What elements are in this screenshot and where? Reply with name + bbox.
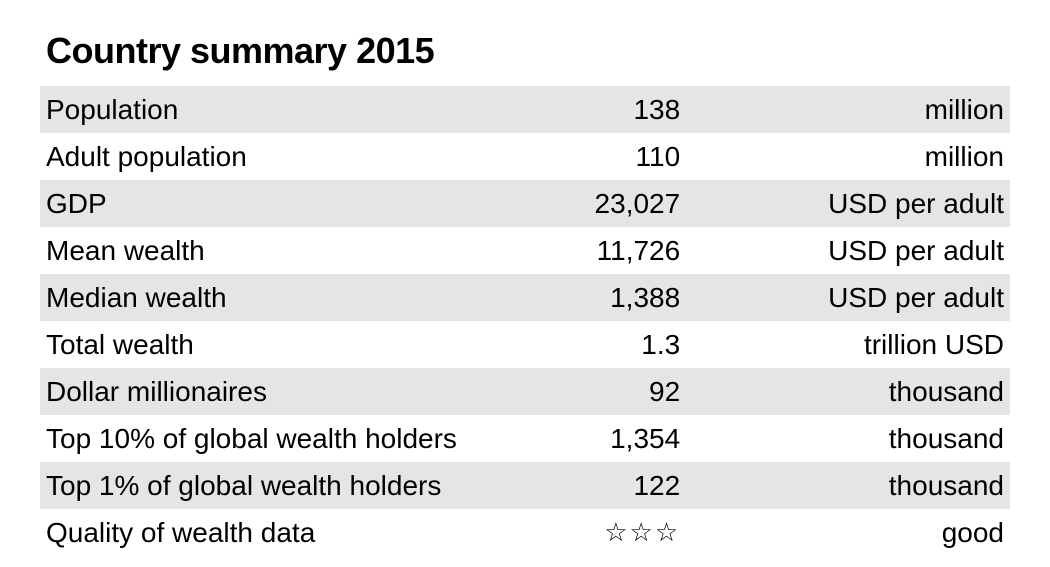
table-row: Quality of wealth data ☆☆☆ good	[40, 509, 1010, 556]
row-value: 1,388	[544, 282, 680, 314]
row-unit: million	[680, 141, 1010, 173]
country-summary-table: Country summary 2015 Population 138 mill…	[40, 30, 1010, 556]
table-row: Median wealth 1,388 USD per adult	[40, 274, 1010, 321]
row-label: Top 1% of global wealth holders	[40, 470, 544, 502]
row-unit: thousand	[680, 376, 1010, 408]
row-value: 92	[544, 376, 680, 408]
table-row: Top 1% of global wealth holders 122 thou…	[40, 462, 1010, 509]
row-label: Population	[40, 94, 544, 126]
row-value: 138	[544, 94, 680, 126]
row-value: 1.3	[544, 329, 680, 361]
row-value: 23,027	[544, 188, 680, 220]
row-label: Top 10% of global wealth holders	[40, 423, 544, 455]
row-label: Total wealth	[40, 329, 544, 361]
table-row: Dollar millionaires 92 thousand	[40, 368, 1010, 415]
table-row: GDP 23,027 USD per adult	[40, 180, 1010, 227]
row-label: Adult population	[40, 141, 544, 173]
row-label: Median wealth	[40, 282, 544, 314]
row-value: 110	[544, 141, 680, 173]
row-label: Quality of wealth data	[40, 517, 544, 549]
row-label: Mean wealth	[40, 235, 544, 267]
table-title: Country summary 2015	[40, 30, 1010, 86]
row-unit: USD per adult	[680, 235, 1010, 267]
table-row: Adult population 110 million	[40, 133, 1010, 180]
row-unit: thousand	[680, 423, 1010, 455]
row-unit: USD per adult	[680, 282, 1010, 314]
table-row: Population 138 million	[40, 86, 1010, 133]
row-unit: USD per adult	[680, 188, 1010, 220]
row-unit: trillion USD	[680, 329, 1010, 361]
row-unit: thousand	[680, 470, 1010, 502]
row-value: 1,354	[544, 423, 680, 455]
table-row: Top 10% of global wealth holders 1,354 t…	[40, 415, 1010, 462]
row-label: Dollar millionaires	[40, 376, 544, 408]
table-row: Mean wealth 11,726 USD per adult	[40, 227, 1010, 274]
row-value-stars: ☆☆☆	[544, 517, 680, 548]
row-value: 11,726	[544, 235, 680, 267]
row-unit: good	[680, 517, 1010, 549]
row-label: GDP	[40, 188, 544, 220]
table-row: Total wealth 1.3 trillion USD	[40, 321, 1010, 368]
row-value: 122	[544, 470, 680, 502]
row-unit: million	[680, 94, 1010, 126]
